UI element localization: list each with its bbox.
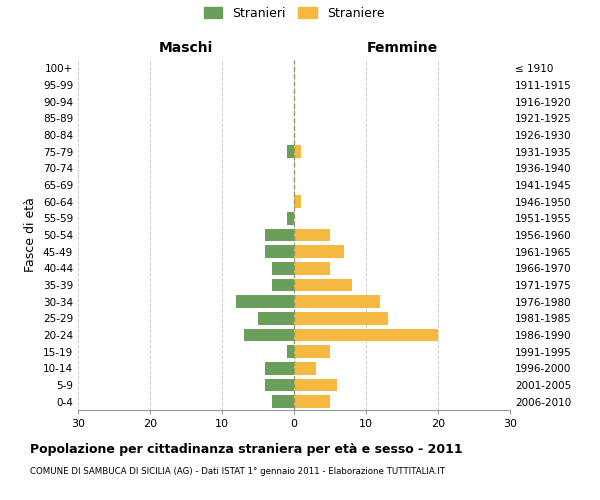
Bar [294,346,330,358]
Bar [294,296,380,308]
Bar [294,396,330,408]
Bar [265,229,294,241]
Text: Popolazione per cittadinanza straniera per età e sesso - 2011: Popolazione per cittadinanza straniera p… [30,442,463,456]
Bar [265,362,294,374]
Legend: Stranieri, Straniere: Stranieri, Straniere [200,4,388,24]
Bar [294,262,330,274]
Bar [294,362,316,374]
Text: Femmine: Femmine [367,41,437,55]
Bar [272,262,294,274]
Bar [287,146,294,158]
Bar [294,279,352,291]
Bar [258,312,294,324]
Bar [265,246,294,258]
Bar [294,379,337,391]
Bar [272,279,294,291]
Bar [294,146,301,158]
Text: COMUNE DI SAMBUCA DI SICILIA (AG) - Dati ISTAT 1° gennaio 2011 - Elaborazione TU: COMUNE DI SAMBUCA DI SICILIA (AG) - Dati… [30,468,445,476]
Bar [294,229,330,241]
Bar [287,212,294,224]
Text: Maschi: Maschi [159,41,213,55]
Bar [236,296,294,308]
Bar [294,312,388,324]
Bar [272,396,294,408]
Bar [294,246,344,258]
Bar [294,329,438,341]
Bar [287,346,294,358]
Bar [265,379,294,391]
Bar [294,196,301,208]
Bar [244,329,294,341]
Y-axis label: Fasce di età: Fasce di età [25,198,37,272]
